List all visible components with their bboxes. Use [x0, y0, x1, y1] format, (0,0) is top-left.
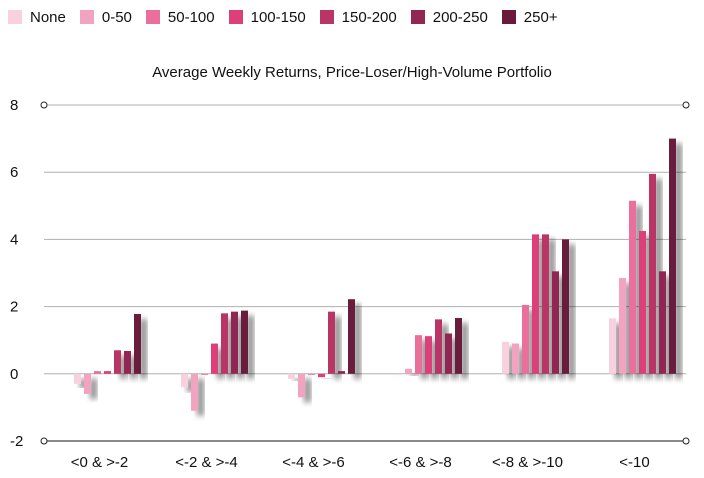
legend-label: 200-250: [432, 8, 488, 26]
bar-150-200-2-4: [221, 313, 228, 374]
bar-none-10: [609, 318, 616, 374]
legend-swatch: [319, 10, 334, 24]
bar-none-6-8: [395, 373, 402, 375]
legend-swatch: [228, 10, 243, 24]
bar-50-100-6-8: [415, 335, 422, 374]
bar-250-6-8: [455, 318, 462, 374]
x-tick-label: <-8 & >-10: [492, 454, 563, 471]
x-tick-label: <-4 & >-6: [282, 454, 345, 471]
legend-label: 100-150: [250, 8, 306, 26]
x-tick-label: <-6 & >-8: [389, 454, 452, 471]
legend-label: 150-200: [341, 8, 397, 26]
legend-item-none: None: [8, 9, 66, 26]
axis-end-marker: [682, 101, 690, 109]
axis-end-marker: [40, 437, 48, 445]
legend-swatch: [145, 10, 160, 24]
bar-200-250-4-6: [338, 371, 345, 374]
chart-title: Average Weekly Returns, Price-Loser/High…: [152, 64, 552, 81]
bar-50-100-0-2: [94, 371, 101, 374]
legend-label: 250+: [523, 8, 558, 26]
legend-item-100-150: 100-150: [228, 8, 306, 26]
legend-swatch: [8, 10, 22, 24]
legend-swatch: [410, 10, 425, 24]
bar-none-2-4: [181, 373, 188, 388]
bar-100-150-10: [639, 231, 646, 374]
bar-100-150-4-6: [318, 373, 325, 378]
y-tick-label: 4: [10, 231, 18, 248]
bar-50-100-4-6: [308, 373, 315, 375]
y-tick-label: 0: [10, 366, 18, 383]
bar-200-250-0-2: [124, 350, 131, 374]
y-tick-label: 6: [10, 164, 18, 181]
bar-0-50-0-2: [84, 373, 91, 394]
bar-150-200-10: [649, 173, 656, 374]
bar-200-250-8-10: [552, 271, 559, 374]
legend-label: 0-50: [101, 8, 132, 26]
axis-end-marker: [682, 437, 690, 445]
bar-250-2-4: [241, 310, 248, 374]
bar-100-150-8-10: [532, 234, 539, 374]
bar-0-50-6-8: [405, 368, 412, 374]
legend-swatch: [501, 10, 516, 24]
bar-250-10: [669, 138, 676, 374]
chart-legend: None 0-50 50-100 100-150 150-200 200-250 250+: [8, 6, 572, 28]
bar-150-200-4-6: [328, 311, 335, 374]
bar-0-50-4-6: [298, 373, 305, 398]
bar-none-8-10: [502, 341, 509, 374]
legend-item-150-200: 150-200: [319, 8, 397, 26]
bar-0-50-8-10: [512, 343, 519, 374]
bar-150-200-0-2: [114, 350, 121, 374]
x-tick-label: <-10: [619, 454, 649, 471]
bar-100-150-6-8: [425, 336, 432, 374]
bar-150-200-6-8: [435, 319, 442, 374]
bar-150-200-8-10: [542, 234, 549, 374]
bar-100-150-0-2: [104, 371, 111, 374]
bar-0-50-10: [619, 278, 626, 374]
legend-item-0-50: 0-50: [79, 8, 132, 26]
axis-end-marker: [40, 101, 48, 109]
legend-item-200-250: 200-250: [410, 8, 488, 26]
y-tick-label: 8: [10, 97, 18, 114]
bar-50-100-2-4: [201, 373, 208, 375]
bar-200-250-2-4: [231, 311, 238, 374]
bar-none-0-2: [74, 373, 81, 384]
bar-0-50-2-4: [191, 373, 198, 411]
bar-none-4-6: [288, 373, 295, 379]
legend-item-50-100: 50-100: [145, 8, 215, 26]
y-tick-label: 2: [10, 299, 18, 316]
legend-swatch: [79, 10, 94, 24]
bar-200-250-10: [659, 271, 666, 374]
y-tick-label: -2: [10, 433, 23, 450]
bar-200-250-6-8: [445, 333, 452, 374]
bar-50-100-10: [629, 200, 636, 374]
legend-label: None: [30, 8, 66, 26]
x-tick-label: <-2 & >-4: [175, 454, 238, 471]
bar-250-8-10: [562, 239, 569, 374]
bar-250-0-2: [134, 313, 141, 374]
legend-label: 50-100: [167, 8, 215, 26]
x-tick-label: <0 & >-2: [71, 454, 129, 471]
legend-item-250: 250+: [501, 8, 558, 26]
bar-50-100-8-10: [522, 304, 529, 374]
bar-100-150-2-4: [211, 343, 218, 374]
bar-250-4-6: [348, 299, 355, 374]
